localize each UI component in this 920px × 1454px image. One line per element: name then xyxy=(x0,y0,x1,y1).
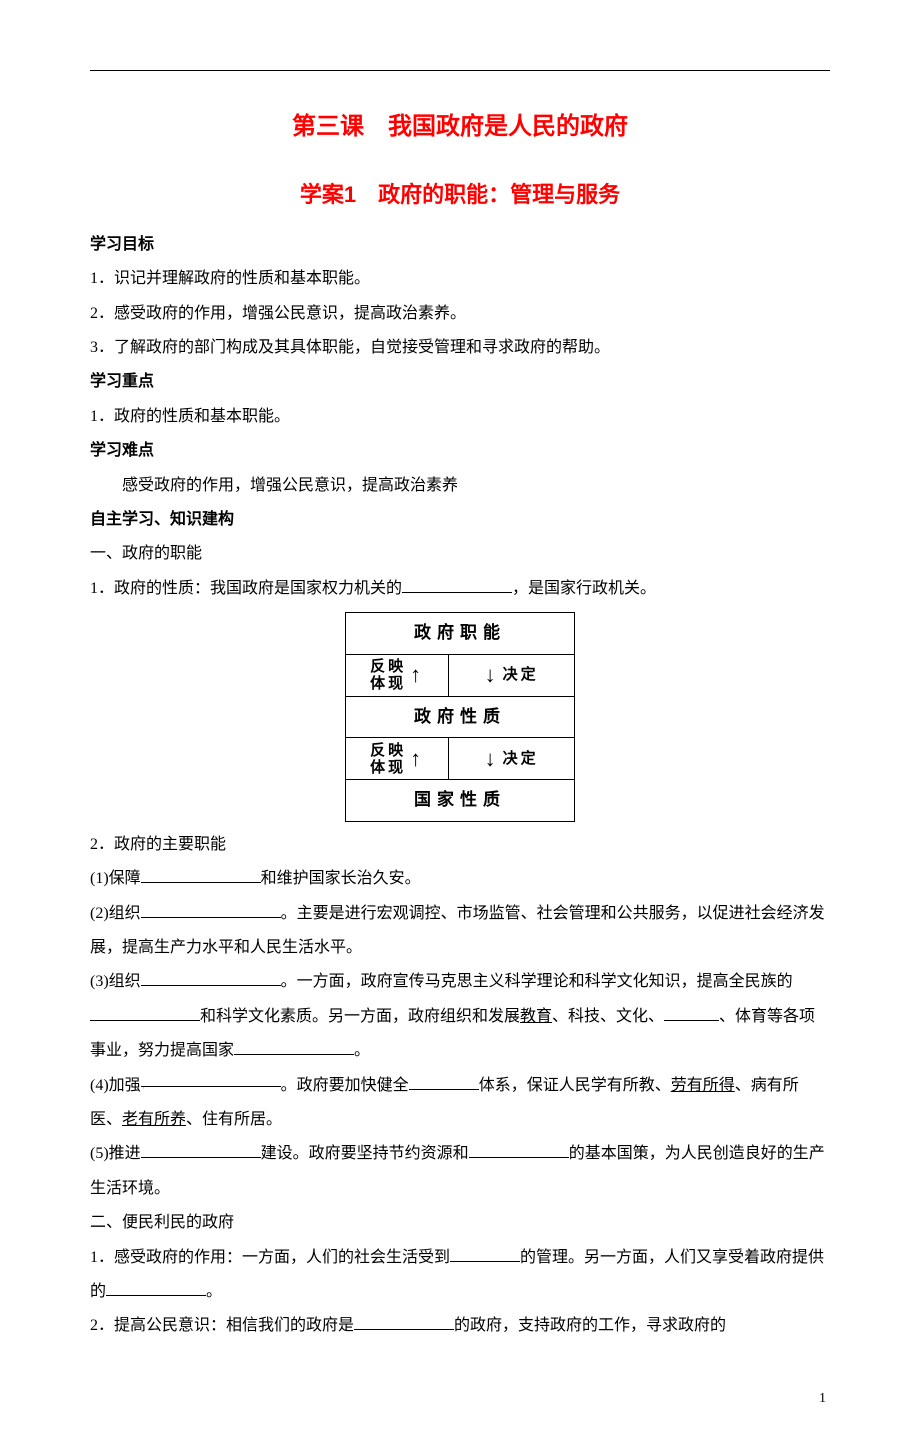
text: 、科技、文化、 xyxy=(552,1008,664,1025)
text: (1)保障 xyxy=(90,870,141,887)
lesson-title: 第三课 我国政府是人民的政府 xyxy=(90,101,830,153)
text: (4)加强 xyxy=(90,1077,141,1094)
text: 和维护国家长治久安。 xyxy=(261,870,421,887)
text: 、住有所居。 xyxy=(186,1111,282,1128)
difficulty-heading: 学习难点 xyxy=(90,434,830,468)
text: ，是国家行政机关。 xyxy=(512,580,656,597)
text: 。政府要加快健全 xyxy=(281,1077,409,1094)
text: (3)组织 xyxy=(90,973,141,990)
s1-2-2: (2)组织。主要是进行宏观调控、市场监管、社会管理和公共服务，以促进社会经济发展… xyxy=(90,897,830,966)
text: (2)组织 xyxy=(90,905,141,922)
underlined-text: 劳有所得 xyxy=(671,1077,735,1094)
s1-2-4: (4)加强 .。政府要加快健全体系，保证人民学有所教、劳有所得、病有所医、老有所… xyxy=(90,1069,830,1138)
blank: . xyxy=(141,1069,281,1088)
blank xyxy=(141,865,261,884)
blank xyxy=(664,1002,719,1021)
goal-item: 1．识记并理解政府的性质和基本职能。 xyxy=(90,262,830,296)
goal-item: 2．感受政府的作用，增强公民意识，提高政治素养。 xyxy=(90,297,830,331)
text: 决定 xyxy=(503,659,539,691)
s1-2-3: (3)组织 。一方面，政府宣传马克思主义科学理论和科学文化知识，提高全民族的和科学… xyxy=(90,965,830,1068)
top-rule xyxy=(90,70,830,71)
document-page: 第三课 我国政府是人民的政府 学案1 政府的职能：管理与服务 学习目标 1．识记… xyxy=(0,0,920,1454)
focus-text: 1．政府的性质和基本职能。 xyxy=(90,400,830,434)
s1-line1: 1．政府的性质：我国政府是国家权力机关的 ，是国家行政机关。 xyxy=(90,572,830,606)
diagram-left: 反映 体现 ↑ xyxy=(345,738,449,780)
page-number: 1 xyxy=(90,1384,830,1414)
blank xyxy=(409,1071,479,1090)
underlined-text: 教育 xyxy=(520,1008,552,1025)
section2-head: 二、便民利民的政府 xyxy=(90,1206,830,1240)
text: 1．感受政府的作用：一方面，人们的社会生活受到 xyxy=(90,1249,450,1266)
text: 。 xyxy=(354,1042,370,1059)
diagram-row: 反映 体现 ↑ ↓ 决定 xyxy=(345,738,575,780)
diagram-right: ↓ 决定 xyxy=(449,655,575,697)
blank xyxy=(141,899,281,918)
blank xyxy=(402,574,512,593)
text: 和科学文化素质。另一方面，政府组织和发展 xyxy=(200,1008,520,1025)
diagram-box: 国家性质 xyxy=(345,780,575,822)
s2-2: 2．提高公民意识：相信我们的政府是 的政府，支持政府的工作，寻求政府的 xyxy=(90,1309,830,1343)
selfstudy-heading: 自主学习、知识建构 xyxy=(90,503,830,537)
arrow-down-icon: ↓ xyxy=(485,664,499,686)
text: 2．提高公民意识：相信我们的政府是 xyxy=(90,1317,354,1334)
text: (5)推进 xyxy=(90,1145,141,1162)
blank xyxy=(450,1243,520,1262)
arrow-up-icon: ↑ xyxy=(410,664,424,686)
text: 体现 xyxy=(370,759,406,776)
marker-icon: . xyxy=(141,1081,145,1090)
text: 体现 xyxy=(370,675,406,692)
blank xyxy=(141,1140,261,1159)
arrow-down-icon: ↓ xyxy=(485,748,499,770)
text: 1．政府的性质：我国政府是国家权力机关的 xyxy=(90,580,402,597)
text: 体系，保证人民学有所教、 xyxy=(479,1077,671,1094)
focus-heading: 学习重点 xyxy=(90,365,830,399)
s1-2-5: (5)推进建设。政府要坚持节约资源和的基本国策，为人民创造良好的生产生活环境。 xyxy=(90,1137,830,1206)
s1-2-1: (1)保障 和维护国家长治久安。 xyxy=(90,862,830,896)
blank xyxy=(90,1002,200,1021)
diagram-row: 反映 体现 ↑ ↓ 决定 xyxy=(345,655,575,697)
diagram-box: 政府性质 xyxy=(345,697,575,739)
goal-item: 3．了解政府的部门构成及其具体职能，自觉接受管理和寻求政府的帮助。 xyxy=(90,331,830,365)
blank xyxy=(141,968,281,987)
text: 反映 xyxy=(370,742,406,759)
diagram-right: ↓ 决定 xyxy=(449,738,575,780)
arrow-up-icon: ↑ xyxy=(410,748,424,770)
s2-1: 1．感受政府的作用：一方面，人们的社会生活受到的管理。另一方面，人们又享受着政府… xyxy=(90,1241,830,1310)
relation-diagram: 政府职能 反映 体现 ↑ ↓ 决定 政府性质 反 xyxy=(345,612,575,822)
text: 的政府，支持政府的工作，寻求政府的 xyxy=(454,1317,726,1334)
text: 。一方面，政府宣传马克思主义科学理论和科学文化知识，提高全民族的 xyxy=(281,973,793,990)
blank xyxy=(354,1312,454,1331)
text: 决定 xyxy=(503,743,539,775)
text: 。 xyxy=(206,1283,222,1300)
blank xyxy=(469,1140,569,1159)
plan-title: 学案1 政府的职能：管理与服务 xyxy=(90,171,830,218)
s1-2-head: 2．政府的主要职能 xyxy=(90,828,830,862)
text: 建设。政府要坚持节约资源和 xyxy=(261,1145,469,1162)
text: 反映 xyxy=(370,658,406,675)
diagram-box: 政府职能 xyxy=(345,612,575,655)
section1-head: 一、政府的职能 xyxy=(90,537,830,571)
underlined-text: 老有所养 xyxy=(122,1111,186,1128)
difficulty-text: 感受政府的作用，增强公民意识，提高政治素养 xyxy=(90,469,830,503)
goals-heading: 学习目标 xyxy=(90,228,830,262)
diagram-left: 反映 体现 ↑ xyxy=(345,655,449,697)
blank xyxy=(106,1277,206,1296)
blank xyxy=(234,1037,354,1056)
